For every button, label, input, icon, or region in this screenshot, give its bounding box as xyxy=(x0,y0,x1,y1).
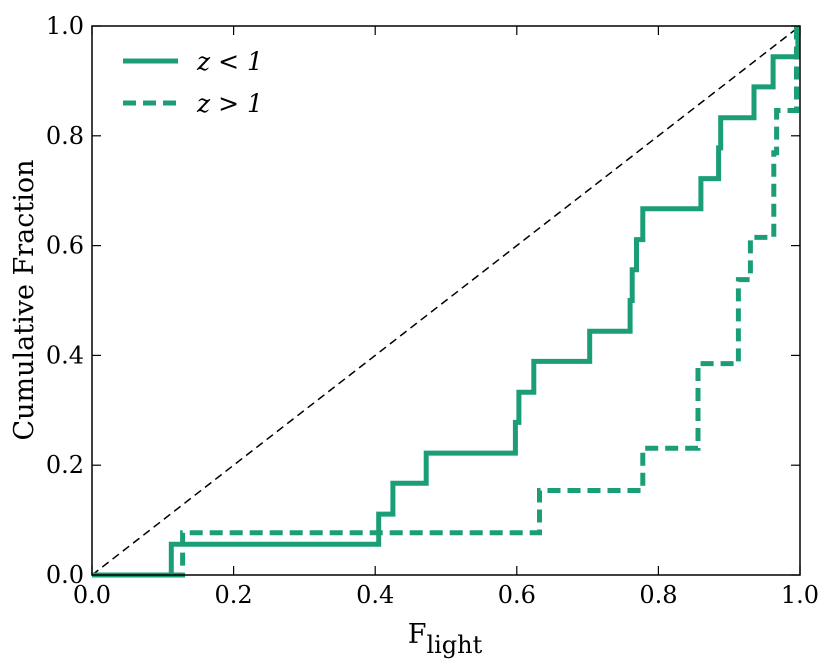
legend-label-z-gt-1: z > 1 xyxy=(196,89,263,118)
y-axis-title: Cumulative Fraction xyxy=(9,159,40,440)
x-tick-label: 0.2 xyxy=(215,581,253,609)
y-tick-label: 1.0 xyxy=(46,12,84,40)
y-tick-label: 0.2 xyxy=(46,451,84,479)
y-tick-label: 0.4 xyxy=(46,341,84,369)
x-tick-label: 0.4 xyxy=(356,581,394,609)
series-line-z-gt-1 xyxy=(92,26,799,578)
y-tick-label: 0.6 xyxy=(46,232,84,260)
y-tick-label: 0.0 xyxy=(46,561,84,589)
legend: z < 1 z > 1 xyxy=(123,47,263,118)
x-tick-label: 1.0 xyxy=(781,581,819,609)
series-layer xyxy=(91,25,801,578)
x-tick-label: 0.8 xyxy=(639,581,677,609)
x-tick-label: 0.0 xyxy=(73,581,111,609)
reference-diagonal-line xyxy=(91,25,801,576)
y-tick-label: 0.8 xyxy=(46,122,84,150)
series-line-z-lt-1 xyxy=(92,26,801,578)
legend-label-z-lt-1: z < 1 xyxy=(196,47,263,76)
y-tick-labels: 0.0 0.2 0.4 0.6 0.8 1.0 xyxy=(46,12,84,589)
x-tick-labels: 0.0 0.2 0.4 0.6 0.8 1.0 xyxy=(73,581,819,609)
x-tick-label: 0.6 xyxy=(498,581,536,609)
plot-frame xyxy=(91,25,801,576)
x-axis-title: Flight xyxy=(408,619,483,659)
